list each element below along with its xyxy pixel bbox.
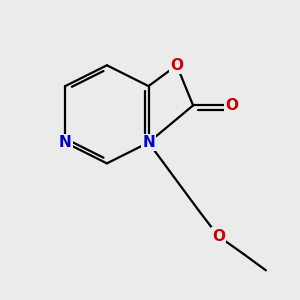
Text: O: O [212,229,225,244]
Text: O: O [170,58,183,73]
Text: N: N [59,135,72,150]
Text: O: O [225,98,238,113]
Text: N: N [142,135,155,150]
